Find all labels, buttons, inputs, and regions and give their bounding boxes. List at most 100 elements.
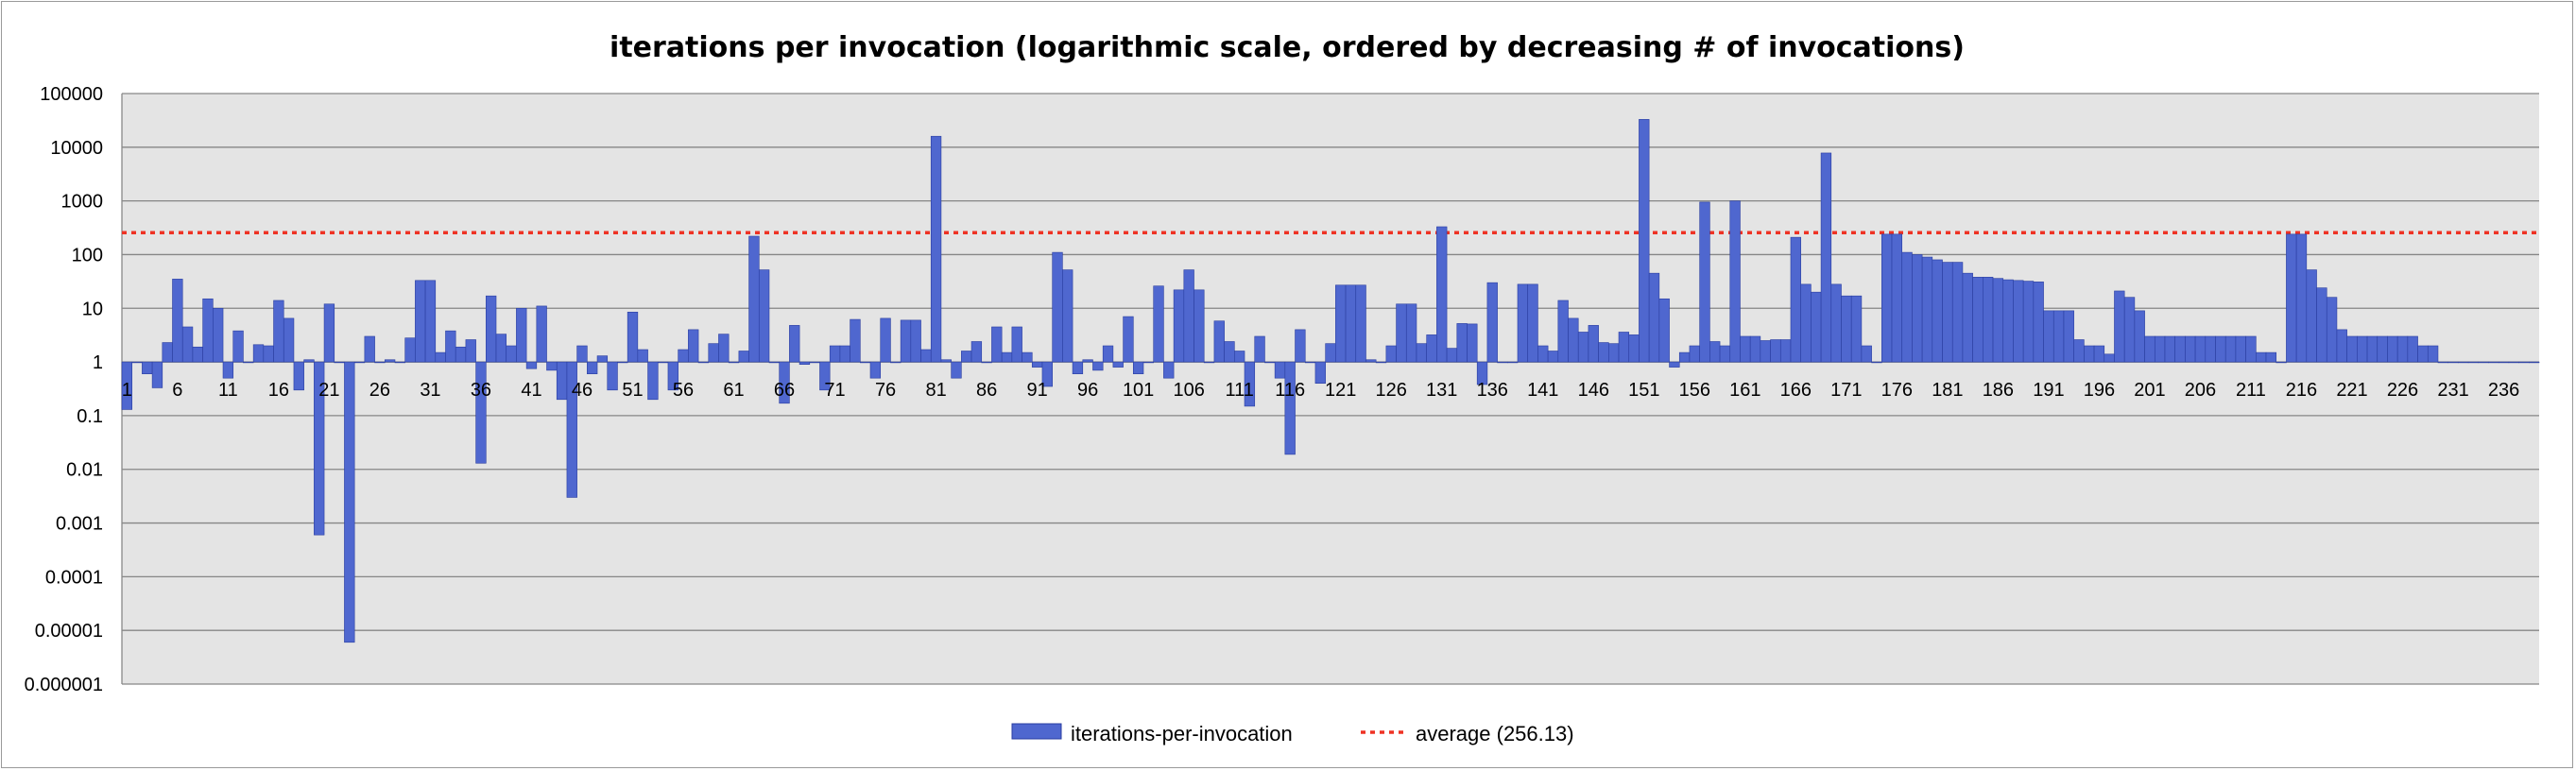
bar-209 bbox=[2224, 335, 2237, 363]
x-tick-label: 51 bbox=[622, 380, 643, 401]
bar-121 bbox=[1335, 284, 1347, 363]
bar-192 bbox=[2052, 310, 2065, 363]
bar-98 bbox=[1102, 345, 1114, 363]
bar-90 bbox=[1022, 351, 1033, 363]
bar-172 bbox=[1850, 295, 1863, 363]
bar-114 bbox=[1264, 361, 1276, 364]
bar-122 bbox=[1345, 284, 1357, 363]
x-tick-label: 66 bbox=[774, 380, 795, 401]
bar-173 bbox=[1861, 345, 1872, 363]
bar-202 bbox=[2154, 335, 2166, 363]
bar-212 bbox=[2256, 351, 2267, 363]
bar-108 bbox=[1203, 361, 1215, 364]
bar-28 bbox=[394, 361, 405, 364]
bar-238 bbox=[2518, 361, 2530, 364]
bar-39 bbox=[506, 345, 517, 363]
bar-205 bbox=[2185, 335, 2196, 363]
bar-164 bbox=[1770, 339, 1781, 363]
bar-233 bbox=[2467, 361, 2480, 364]
bar-147 bbox=[1598, 342, 1609, 363]
bar-165 bbox=[1779, 339, 1792, 363]
bar-206 bbox=[2194, 335, 2207, 363]
bar-177 bbox=[1901, 251, 1913, 363]
bar-45 bbox=[566, 361, 577, 498]
bar-228 bbox=[2417, 345, 2429, 363]
bar-22 bbox=[334, 361, 345, 364]
bar-52 bbox=[637, 349, 648, 363]
x-tick-label: 186 bbox=[1983, 380, 2014, 401]
bar-176 bbox=[1891, 233, 1903, 363]
bar-87 bbox=[991, 326, 1003, 363]
y-tick-label: 100 bbox=[72, 245, 103, 266]
chart-title: iterations per invocation (logarithmic s… bbox=[610, 31, 1965, 64]
bar-162 bbox=[1749, 335, 1761, 363]
bar-138 bbox=[1507, 361, 1519, 364]
x-tick-label: 91 bbox=[1026, 380, 1047, 401]
y-tick-label: 0.01 bbox=[66, 460, 103, 481]
bar-71 bbox=[829, 345, 841, 363]
bar-168 bbox=[1811, 291, 1822, 363]
x-tick-label: 41 bbox=[521, 380, 541, 401]
bar-207 bbox=[2205, 335, 2216, 363]
bar-89 bbox=[1011, 326, 1022, 363]
x-tick-label: 121 bbox=[1325, 380, 1356, 401]
bar-149 bbox=[1618, 332, 1630, 363]
bar-174 bbox=[1871, 361, 1882, 364]
bar-143 bbox=[1557, 300, 1569, 363]
bar-127 bbox=[1396, 303, 1407, 363]
x-tick-label: 21 bbox=[318, 380, 339, 401]
bar-2 bbox=[131, 361, 143, 364]
bar-229 bbox=[2427, 345, 2439, 363]
bar-86 bbox=[981, 361, 992, 364]
bar-83 bbox=[951, 361, 962, 379]
bar-54 bbox=[657, 361, 669, 364]
bar-190 bbox=[2033, 282, 2044, 363]
x-tick-label: 111 bbox=[1225, 380, 1253, 401]
bar-116 bbox=[1284, 361, 1296, 455]
bar-73 bbox=[850, 318, 861, 363]
bar-62 bbox=[738, 351, 749, 363]
x-tick-label: 101 bbox=[1123, 380, 1154, 401]
bar-41 bbox=[525, 361, 538, 369]
bar-36 bbox=[475, 361, 487, 464]
bar-160 bbox=[1729, 200, 1741, 363]
bar-187 bbox=[2002, 279, 2014, 363]
bar-184 bbox=[1972, 277, 1984, 363]
bar-81 bbox=[930, 135, 942, 363]
x-tick-label: 96 bbox=[1077, 380, 1098, 401]
x-tick-label: 136 bbox=[1477, 380, 1508, 401]
bar-234 bbox=[2478, 361, 2489, 364]
bar-163 bbox=[1760, 340, 1771, 363]
bar-23 bbox=[344, 361, 355, 643]
x-tick-label: 216 bbox=[2286, 380, 2317, 401]
bar-44 bbox=[556, 361, 568, 401]
bar-47 bbox=[587, 361, 598, 374]
y-tick-label: 10 bbox=[82, 299, 103, 319]
bar-65 bbox=[768, 361, 780, 364]
bar-236 bbox=[2498, 361, 2510, 364]
bar-119 bbox=[1314, 361, 1326, 384]
bar-25 bbox=[364, 335, 375, 363]
bar-232 bbox=[2458, 361, 2469, 364]
bar-21 bbox=[323, 303, 335, 363]
bar-42 bbox=[536, 305, 547, 363]
bar-128 bbox=[1405, 303, 1417, 363]
bar-183 bbox=[1962, 272, 1973, 363]
bar-48 bbox=[596, 355, 609, 363]
x-tick-label: 236 bbox=[2488, 380, 2519, 401]
bar-136 bbox=[1486, 282, 1498, 363]
y-tick-label: 0.000001 bbox=[25, 675, 103, 695]
bar-1 bbox=[121, 361, 132, 410]
legend: iterations-per-invocation average (256.1… bbox=[1011, 722, 1574, 745]
bar-156 bbox=[1689, 345, 1700, 363]
bar-227 bbox=[2407, 335, 2418, 363]
x-tick-label: 11 bbox=[218, 380, 238, 401]
bar-118 bbox=[1304, 361, 1316, 364]
bar-30 bbox=[415, 280, 426, 363]
bar-55 bbox=[667, 361, 678, 391]
bar-223 bbox=[2366, 335, 2379, 363]
bar-6 bbox=[172, 279, 183, 363]
bar-220 bbox=[2336, 329, 2347, 363]
bar-139 bbox=[1517, 283, 1528, 363]
y-tick-label: 1 bbox=[93, 352, 103, 373]
